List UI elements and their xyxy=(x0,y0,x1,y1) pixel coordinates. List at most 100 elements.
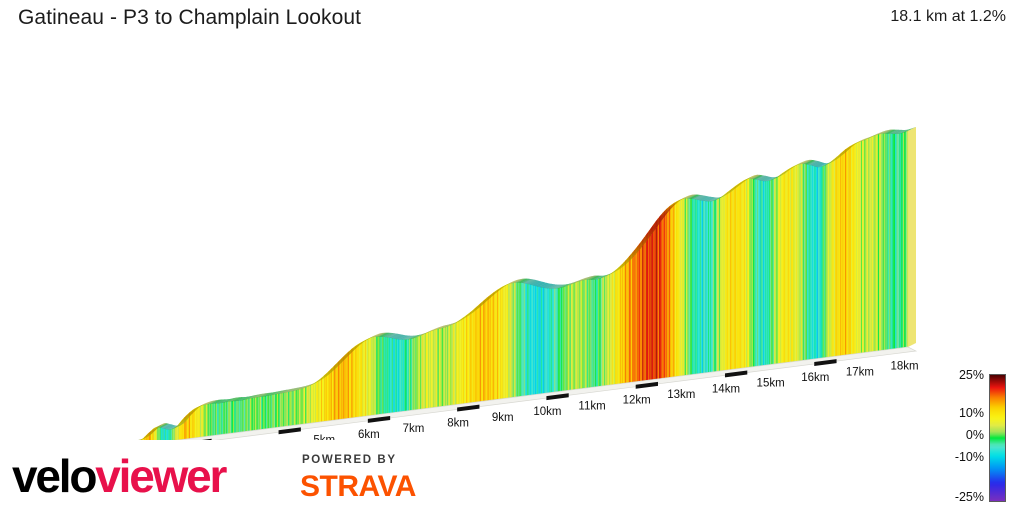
ridge-segment xyxy=(754,175,764,180)
ridge-segment xyxy=(494,287,503,293)
ridge-segment xyxy=(649,225,658,231)
ridge-segment xyxy=(881,129,890,134)
ridge-segment xyxy=(331,363,341,369)
ridge-segment xyxy=(670,201,679,206)
ridge-segment xyxy=(606,271,616,276)
ridge-segment xyxy=(401,335,410,340)
ridge-segment xyxy=(533,281,543,286)
ridge-segment xyxy=(832,156,841,161)
ridge-segment xyxy=(508,280,517,285)
ridge-segment xyxy=(825,160,835,165)
ridge-segment xyxy=(548,284,557,289)
ridge-segment xyxy=(441,324,451,329)
ridge-segment xyxy=(703,196,712,201)
ridge-segment xyxy=(781,169,791,174)
ridge-segment xyxy=(744,175,754,181)
ridge-segment xyxy=(159,423,169,428)
elevation-profile-chart[interactable]: 0km1km2km3km4km5km6km7km8km9km10km11km12… xyxy=(0,40,950,440)
ridge-segment xyxy=(163,424,173,429)
ridge-segment xyxy=(815,162,825,167)
ridge-segment xyxy=(531,280,540,286)
ridge-segment xyxy=(180,416,190,422)
ridge-segment xyxy=(469,308,479,313)
veloviewer-logo[interactable]: veloviewer xyxy=(12,452,227,500)
ridge-segment xyxy=(406,335,416,340)
ridge-segment xyxy=(856,138,866,143)
ridge-segment xyxy=(538,282,547,287)
ridge-segment xyxy=(504,281,513,286)
ridge-segment xyxy=(159,423,168,428)
ridge-segment xyxy=(484,295,494,300)
ridge-segment xyxy=(447,322,457,327)
ridge-segment xyxy=(358,339,367,345)
ridge-segment xyxy=(209,399,218,405)
ridge-segment xyxy=(313,379,322,384)
ridge-segment xyxy=(601,273,611,278)
distance-axis: 0km1km2km3km4km5km6km7km8km9km10km11km12… xyxy=(175,346,919,440)
ridge-segment xyxy=(547,284,556,289)
ridge-segment xyxy=(202,401,212,406)
ridge-segment xyxy=(387,333,397,338)
ridge-segment xyxy=(614,266,624,271)
ridge-segment xyxy=(892,129,901,134)
ridge-segment xyxy=(492,289,501,294)
ridge-segment xyxy=(269,391,279,396)
ridge-segment xyxy=(150,427,159,432)
ridge-segment xyxy=(328,367,337,372)
legend-label-10: 10% xyxy=(958,406,984,420)
axis-tick-label: 10km xyxy=(533,406,561,418)
ridge-segment xyxy=(219,399,228,404)
ridge-segment xyxy=(616,264,626,270)
ridge-segment xyxy=(782,168,792,174)
ridge-segment xyxy=(631,248,641,254)
ridge-segment xyxy=(224,398,233,403)
ridge-segment xyxy=(835,153,844,159)
ridge-segment xyxy=(392,334,402,339)
ridge-segment xyxy=(568,281,577,286)
ridge-segment xyxy=(691,194,701,200)
ridge-segment xyxy=(157,423,166,428)
ridge-segment xyxy=(192,405,202,411)
ridge-segment xyxy=(761,176,771,182)
elevation-profile-svg[interactable]: 0km1km2km3km4km5km6km7km8km9km10km11km12… xyxy=(0,40,950,440)
ridge-segment xyxy=(436,325,446,330)
ridge-segment xyxy=(217,399,226,404)
ridge-segment xyxy=(480,298,490,304)
ridge-segment xyxy=(199,402,209,407)
ridge-segment xyxy=(861,137,871,142)
ridge-segment xyxy=(323,371,332,377)
ridge-segment xyxy=(700,196,710,201)
ridge-segment xyxy=(443,323,452,328)
ridge-segment xyxy=(617,264,626,269)
ridge-segment xyxy=(233,397,242,402)
ridge-segment xyxy=(879,130,888,135)
ridge-segment xyxy=(521,278,531,283)
ridge-segment xyxy=(300,385,309,390)
ridge-segment xyxy=(262,392,272,397)
axis-tick-dash xyxy=(457,404,480,412)
ridge-segment xyxy=(367,334,377,340)
ridge-segment xyxy=(169,425,178,430)
ridge-segment xyxy=(615,265,624,271)
ridge-segment xyxy=(578,277,587,282)
ridge-segment xyxy=(841,148,850,154)
ridge-segment xyxy=(467,310,476,315)
ridge-segment xyxy=(147,429,156,435)
ridge-segment xyxy=(623,258,633,263)
ridge-segment xyxy=(717,194,726,200)
axis-tick-label: 18km xyxy=(890,361,918,373)
ridge-segment xyxy=(232,397,241,402)
axis-tick-label: 17km xyxy=(846,366,874,378)
ridge-segment xyxy=(239,396,249,401)
ridge-segment xyxy=(645,231,654,237)
ridge-segment xyxy=(320,374,329,380)
ridge-segment xyxy=(332,363,341,368)
ridge-segment xyxy=(799,160,809,165)
ridge-segment xyxy=(751,174,761,180)
ridge-segment xyxy=(470,307,480,313)
ridge-segment xyxy=(837,152,846,157)
legend-label-0: 0% xyxy=(965,428,984,442)
ridge-segment xyxy=(478,300,488,305)
ridge-segment xyxy=(797,160,806,165)
axis-tick-label: 5km xyxy=(313,435,335,440)
